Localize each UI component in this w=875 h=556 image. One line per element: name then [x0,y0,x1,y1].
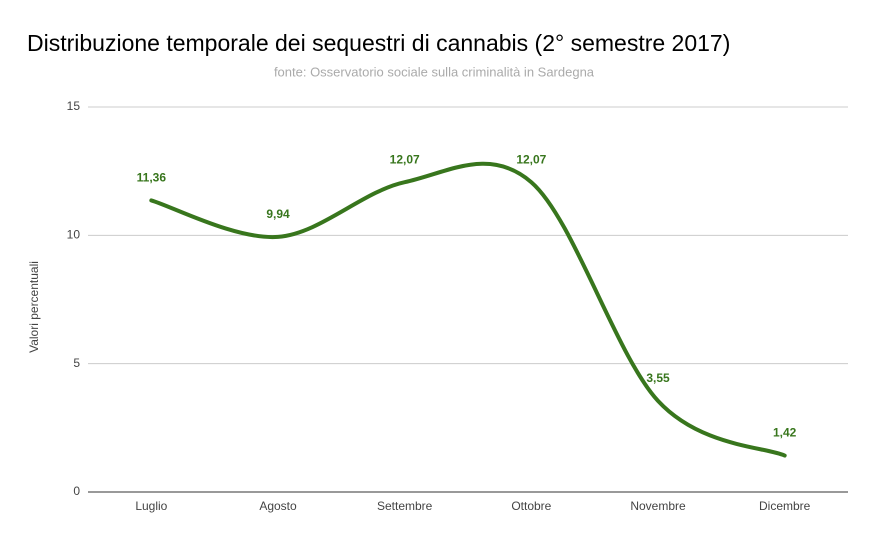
y-tick-label: 10 [67,228,81,242]
x-tick-label: Luglio [135,499,167,513]
line [149,161,787,458]
y-tick-label: 0 [73,484,80,498]
data-label: 9,94 [266,207,290,221]
chart-title: Distribuzione temporale dei sequestri di… [27,30,730,56]
x-tick-label: Novembre [630,499,686,513]
x-tick-label: Agosto [259,499,297,513]
data-label: 12,07 [516,152,546,166]
x-tick-label: Settembre [377,499,433,513]
data-label: 11,36 [137,171,167,185]
data-label: 3,55 [646,371,670,385]
x-tick-label: Dicembre [759,499,811,513]
data-label: 1,42 [773,426,797,440]
data-label: 12,07 [390,152,420,166]
y-tick-label: 15 [67,99,81,113]
y-axis-label: Valori percentuali [27,261,41,353]
x-tick-label: Ottobre [511,499,551,513]
chart-subtitle: fonte: Osservatorio sociale sulla crimin… [274,64,595,79]
y-tick-label: 5 [73,356,80,370]
